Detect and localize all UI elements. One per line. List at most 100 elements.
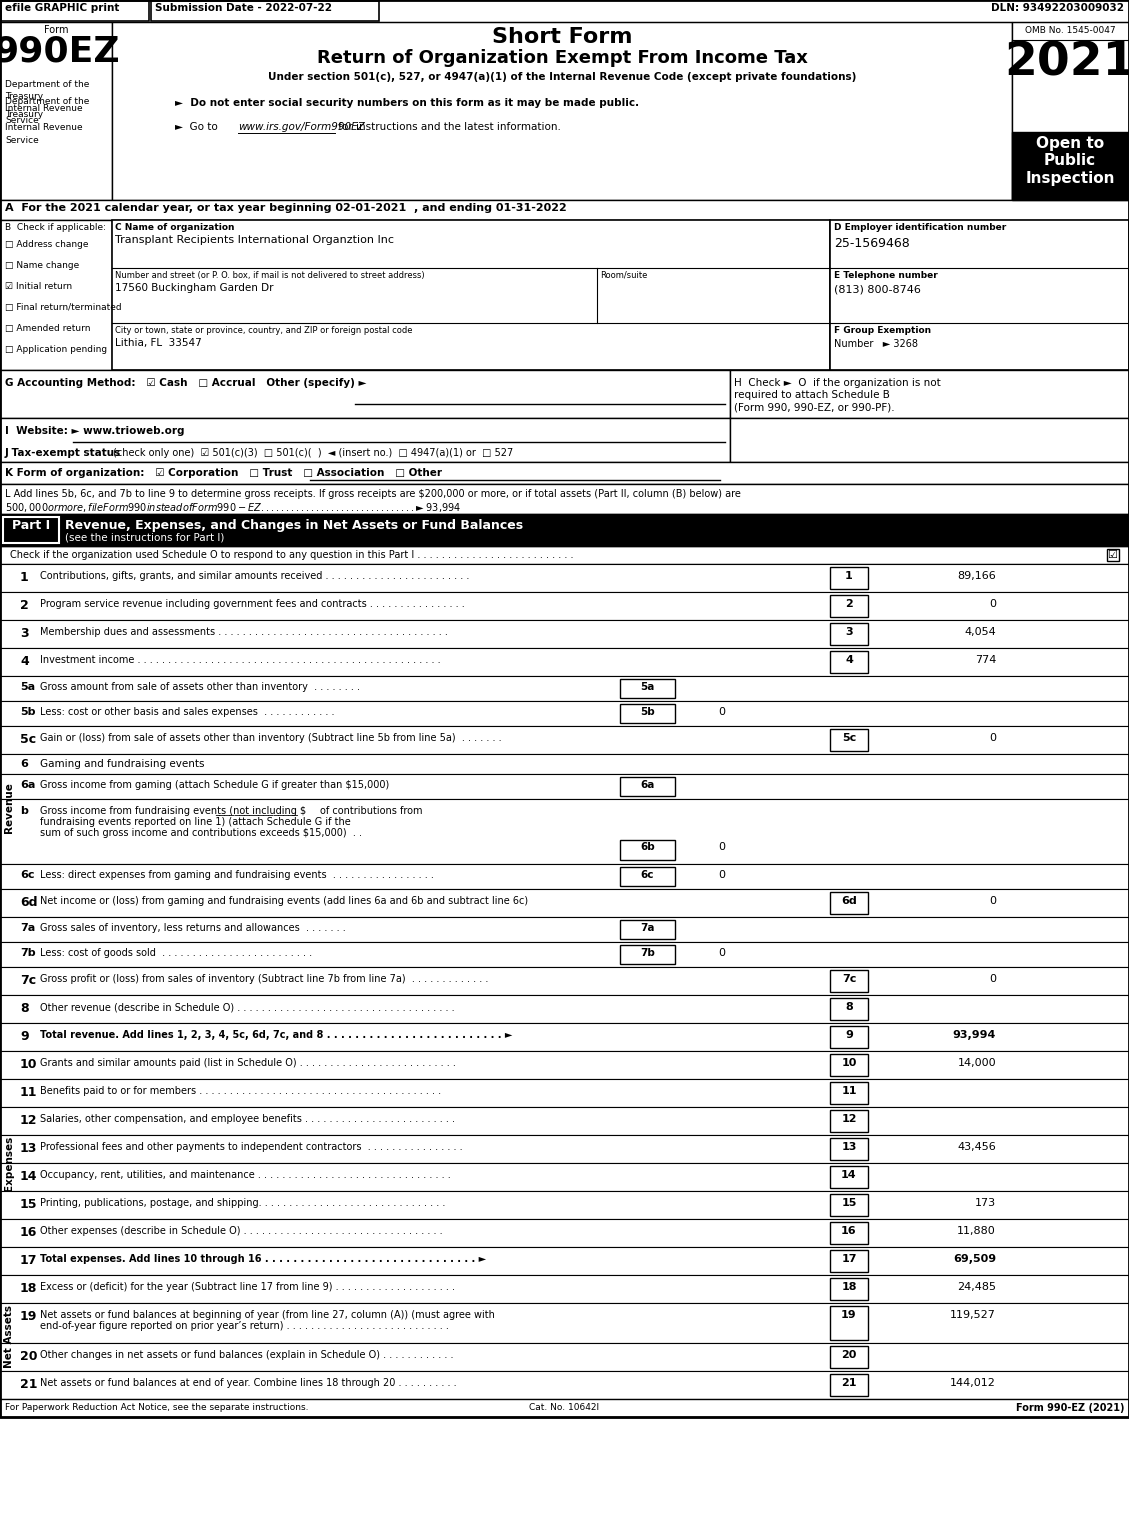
Bar bbox=[0, 1080, 1129, 1107]
Bar bbox=[830, 729, 868, 750]
Text: 69,509: 69,509 bbox=[953, 1254, 996, 1264]
Text: Treasury: Treasury bbox=[5, 92, 43, 101]
Bar bbox=[830, 1083, 868, 1104]
Bar bbox=[0, 1135, 1129, 1164]
Text: 24,485: 24,485 bbox=[957, 1283, 996, 1292]
Text: Less: cost or other basis and sales expenses  . . . . . . . . . . . .: Less: cost or other basis and sales expe… bbox=[40, 708, 334, 717]
Text: 11: 11 bbox=[841, 1086, 857, 1096]
Bar bbox=[151, 2, 379, 21]
Bar bbox=[830, 702, 1129, 726]
Text: C Name of organization: C Name of organization bbox=[115, 223, 235, 232]
Text: Revenue, Expenses, and Changes in Net Assets or Fund Balances: Revenue, Expenses, and Changes in Net As… bbox=[65, 518, 523, 532]
Text: 14: 14 bbox=[20, 1170, 37, 1183]
Text: Gross income from fundraising events (not including $: Gross income from fundraising events (no… bbox=[40, 807, 306, 816]
Text: DLN: 93492203009032: DLN: 93492203009032 bbox=[991, 3, 1124, 14]
Bar bbox=[0, 942, 1129, 967]
Text: Internal Revenue: Internal Revenue bbox=[5, 104, 82, 113]
Bar bbox=[830, 997, 868, 1020]
Text: 21: 21 bbox=[20, 1379, 37, 1391]
Text: J Tax-exempt status: J Tax-exempt status bbox=[5, 448, 121, 458]
Text: 5a: 5a bbox=[20, 682, 35, 692]
Text: Occupancy, rent, utilities, and maintenance . . . . . . . . . . . . . . . . . . : Occupancy, rent, utilities, and maintena… bbox=[40, 1170, 450, 1180]
Text: Less: direct expenses from gaming and fundraising events  . . . . . . . . . . . : Less: direct expenses from gaming and fu… bbox=[40, 869, 434, 880]
Bar bbox=[620, 679, 675, 698]
Bar bbox=[0, 564, 1129, 592]
Text: Revenue: Revenue bbox=[5, 782, 14, 833]
Bar bbox=[730, 371, 1129, 418]
Text: of contributions from: of contributions from bbox=[320, 807, 422, 816]
Text: Total revenue. Add lines 1, 2, 3, 4, 5c, 6d, 7c, and 8 . . . . . . . . . . . . .: Total revenue. Add lines 1, 2, 3, 4, 5c,… bbox=[40, 1029, 513, 1040]
Text: OMB No. 1545-0047: OMB No. 1545-0047 bbox=[1025, 26, 1115, 35]
Text: Number and street (or P. O. box, if mail is not delivered to street address): Number and street (or P. O. box, if mail… bbox=[115, 271, 425, 281]
Text: 119,527: 119,527 bbox=[951, 1310, 996, 1321]
Text: Open to
Public
Inspection: Open to Public Inspection bbox=[1025, 136, 1114, 186]
Text: Number   ► 3268: Number ► 3268 bbox=[834, 339, 918, 349]
Text: Net assets or fund balances at end of year. Combine lines 18 through 20 . . . . : Net assets or fund balances at end of ye… bbox=[40, 1379, 456, 1388]
Text: 20: 20 bbox=[841, 1350, 857, 1360]
Text: City or town, state or province, country, and ZIP or foreign postal code: City or town, state or province, country… bbox=[115, 326, 412, 336]
Text: 0: 0 bbox=[989, 974, 996, 984]
Text: L Add lines 5b, 6c, and 7b to line 9 to determine gross receipts. If gross recei: L Add lines 5b, 6c, and 7b to line 9 to … bbox=[5, 490, 741, 499]
Text: I  Website: ► www.trioweb.org: I Website: ► www.trioweb.org bbox=[5, 425, 184, 436]
Bar bbox=[620, 920, 675, 939]
Bar bbox=[830, 775, 1129, 799]
Text: 11,880: 11,880 bbox=[957, 1226, 996, 1235]
Text: 0: 0 bbox=[718, 708, 725, 717]
Text: 6c: 6c bbox=[20, 869, 35, 880]
Text: 10: 10 bbox=[841, 1058, 857, 1068]
Bar bbox=[730, 418, 1129, 462]
Bar bbox=[0, 1218, 1129, 1247]
Text: (see the instructions for Part I): (see the instructions for Part I) bbox=[65, 532, 225, 541]
Bar bbox=[0, 1191, 1129, 1218]
Bar bbox=[620, 778, 675, 796]
Text: 0: 0 bbox=[718, 949, 725, 958]
Text: 2: 2 bbox=[846, 599, 852, 608]
Text: 15: 15 bbox=[841, 1199, 857, 1208]
Bar bbox=[0, 621, 1129, 648]
Text: 5c: 5c bbox=[842, 734, 856, 743]
Text: 10: 10 bbox=[20, 1058, 37, 1071]
Bar bbox=[0, 418, 730, 462]
Bar bbox=[112, 21, 1012, 200]
Text: 990EZ: 990EZ bbox=[0, 35, 120, 69]
Text: Department of the: Department of the bbox=[5, 79, 89, 88]
Bar bbox=[830, 595, 868, 618]
Bar bbox=[0, 1398, 1129, 1417]
Text: □ Amended return: □ Amended return bbox=[5, 323, 90, 332]
Text: Part I: Part I bbox=[12, 518, 50, 532]
Bar bbox=[0, 1344, 1129, 1371]
Text: 13: 13 bbox=[20, 1142, 37, 1154]
Text: D Employer identification number: D Employer identification number bbox=[834, 223, 1006, 232]
Bar bbox=[830, 1222, 868, 1244]
Text: fundraising events reported on line 1) (attach Schedule G if the: fundraising events reported on line 1) (… bbox=[40, 817, 351, 827]
Text: □ Address change: □ Address change bbox=[5, 239, 88, 249]
Text: 5b: 5b bbox=[640, 708, 655, 717]
Text: 4: 4 bbox=[846, 656, 852, 665]
Text: ☑ Initial return: ☑ Initial return bbox=[5, 282, 72, 291]
Text: A  For the 2021 calendar year, or tax year beginning 02-01-2021  , and ending 01: A For the 2021 calendar year, or tax yea… bbox=[5, 203, 567, 214]
Text: 7a: 7a bbox=[640, 923, 655, 933]
Text: 1: 1 bbox=[846, 570, 852, 581]
Text: ►  Go to: ► Go to bbox=[175, 122, 221, 133]
Text: □ Final return/terminated: □ Final return/terminated bbox=[5, 303, 122, 313]
Bar bbox=[830, 1026, 868, 1048]
Bar bbox=[620, 946, 675, 964]
Text: 3: 3 bbox=[846, 627, 852, 637]
Text: Treasury: Treasury bbox=[5, 110, 43, 119]
Text: Gaming and fundraising events: Gaming and fundraising events bbox=[40, 759, 204, 769]
Bar bbox=[0, 514, 1129, 546]
Bar bbox=[0, 1371, 1129, 1398]
Bar bbox=[0, 889, 1129, 917]
Bar bbox=[830, 799, 1129, 865]
Text: 2021: 2021 bbox=[1005, 41, 1129, 85]
Text: Gross profit or (loss) from sales of inventory (Subtract line 7b from line 7a)  : Gross profit or (loss) from sales of inv… bbox=[40, 974, 489, 984]
Bar bbox=[830, 624, 868, 645]
Text: 2: 2 bbox=[20, 599, 28, 612]
Bar bbox=[830, 753, 1129, 775]
Text: 43,456: 43,456 bbox=[957, 1142, 996, 1151]
Text: 13: 13 bbox=[841, 1142, 857, 1151]
Text: 18: 18 bbox=[20, 1283, 37, 1295]
Text: □ Application pending: □ Application pending bbox=[5, 345, 107, 354]
Bar bbox=[830, 917, 1129, 942]
Text: 6c: 6c bbox=[641, 869, 654, 880]
